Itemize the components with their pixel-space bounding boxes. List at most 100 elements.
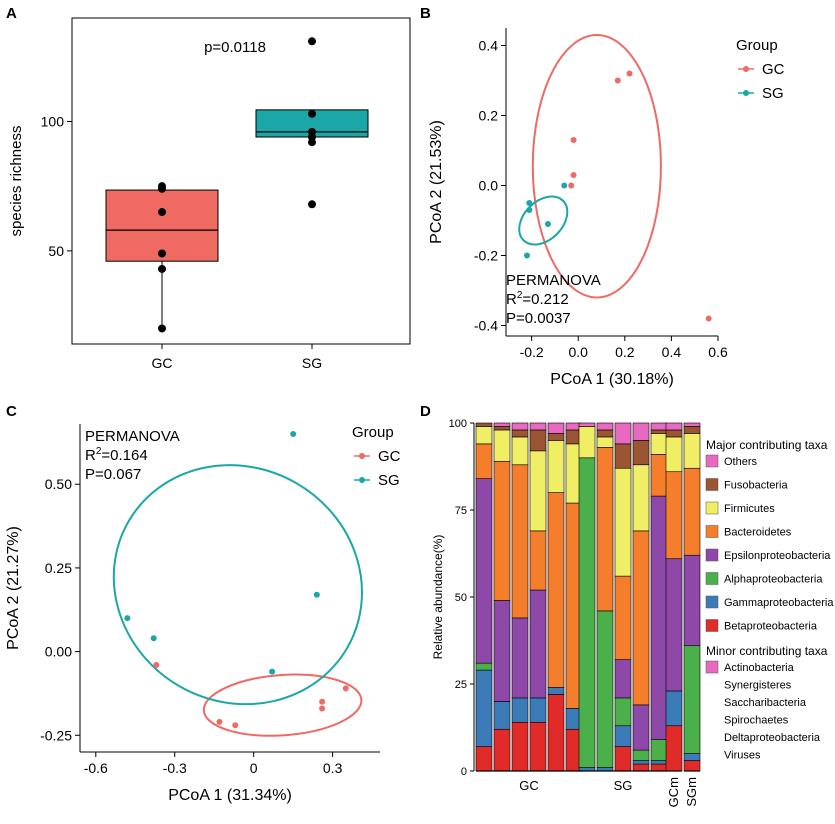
legend-swatch xyxy=(705,548,719,562)
r-squared-prefix: R xyxy=(506,291,517,308)
bar-segment-fusobacteria xyxy=(529,429,547,452)
r-squared-superscript: 2 xyxy=(96,446,102,457)
point-gc xyxy=(319,705,326,712)
bar-segment-gammaproteobacteria xyxy=(665,690,683,727)
legend-label: Alphaproteobacteria xyxy=(724,574,823,586)
y-tick-label: 25 xyxy=(455,679,467,691)
panel-a-frame xyxy=(71,17,411,345)
bar-segment-fusobacteria xyxy=(614,443,632,469)
ellipse-gc xyxy=(531,34,662,299)
r-squared-prefix: R xyxy=(85,447,96,464)
legend-key-dot xyxy=(743,90,749,96)
bar-segment-firmicutes xyxy=(665,436,683,473)
bar-segment-gammaproteobacteria xyxy=(529,697,547,723)
bar-segment-firmicutes xyxy=(529,450,547,532)
legend-label: Fusobacteria xyxy=(724,480,788,492)
bar-segment-bacteroidetes xyxy=(614,575,632,660)
bar-segment-epsilonproteobacteria xyxy=(475,478,493,664)
bar-segment-epsilonproteobacteria xyxy=(650,495,668,740)
y-tick-label: 0.25 xyxy=(45,560,72,576)
bar-segment-fusobacteria xyxy=(475,422,493,427)
bar-segment-fusobacteria xyxy=(493,426,511,431)
bar-segment-betaproteobacteria xyxy=(683,760,701,772)
bar-segment-others xyxy=(683,422,701,427)
point-gc xyxy=(153,661,160,668)
bar-segment-bacteroidetes xyxy=(650,454,668,497)
data-point xyxy=(308,37,316,46)
bar-segment-gammaproteobacteria xyxy=(650,760,668,765)
data-point xyxy=(308,109,316,118)
point-gc xyxy=(319,698,326,705)
legend-swatch xyxy=(705,454,719,468)
r-squared-superscript: 2 xyxy=(517,290,523,301)
legend-label: Others xyxy=(724,456,758,468)
y-tick-label: 0.50 xyxy=(45,476,72,492)
p-value: P=0.0037 xyxy=(506,310,571,327)
bar-segment-firmicutes xyxy=(683,433,701,469)
bar-segment-betaproteobacteria xyxy=(665,725,683,772)
legend-label: Gammaproteobacteria xyxy=(724,597,834,609)
point-gc xyxy=(232,722,239,729)
bar-segment-bacteroidetes xyxy=(683,467,701,556)
panel-c-pcoa: -0.6 -0.3 0 0.3 -0.25 0.00 0.25 0.50 PCoA 1 (31.… xyxy=(5,424,401,804)
group-label-gcm: GCm xyxy=(666,777,681,807)
legend-label: Synergisteres xyxy=(724,680,792,692)
data-point xyxy=(158,182,166,191)
bar-segment-alphaproteobacteria xyxy=(632,749,650,761)
x-tick-label: -0.6 xyxy=(84,760,108,776)
point-gc xyxy=(614,77,621,84)
legend-label-sg: SG xyxy=(762,85,784,102)
x-tick-label: 0.3 xyxy=(323,760,343,776)
y-tick-label: 100 xyxy=(41,113,65,129)
bar-segment-alphaproteobacteria xyxy=(650,739,668,761)
point-sg xyxy=(313,591,320,598)
point-gc xyxy=(342,685,349,692)
x-tick-label: SG xyxy=(302,355,322,371)
panel-label-a: A xyxy=(6,5,17,22)
permanova-title: PERMANOVA xyxy=(506,272,601,289)
y-axis-label: PCoA 2 (21.27%) xyxy=(5,526,22,650)
bar-segment-epsilonproteobacteria xyxy=(493,600,511,702)
y-tick-label: 0.00 xyxy=(45,644,72,660)
group-label-sgm: SGm xyxy=(684,777,699,807)
y-tick-label: 50 xyxy=(455,592,467,604)
bar-segment-fusobacteria xyxy=(632,440,650,466)
bar-segment-firmicutes xyxy=(650,433,668,455)
bar-segment-bacteroidetes xyxy=(632,530,650,706)
bar-segment-firmicutes xyxy=(511,436,529,466)
bar-segment-epsilonproteobacteria xyxy=(665,558,683,692)
bar-segment-gammaproteobacteria xyxy=(683,753,701,761)
panel-b-pcoa: -0.2 0.0 0.2 0.4 0.6 -0.4 -0.2 0.0 0.2 0.4 PCoA 1 … xyxy=(428,28,785,388)
x-tick-label: 0 xyxy=(250,760,258,776)
ellipse-sg xyxy=(518,195,569,246)
bar-segment-betaproteobacteria xyxy=(493,728,511,772)
legend-label-gc: GC xyxy=(762,61,785,78)
y-axis-label: species richness xyxy=(8,126,25,237)
bar-segment-others xyxy=(596,422,614,431)
legend-label-gc: GC xyxy=(378,448,401,465)
bar-segment-fusobacteria xyxy=(511,429,529,438)
legend-label: Betaproteobacteria xyxy=(724,621,818,633)
legend-swatch xyxy=(705,501,719,515)
x-tick-label: 0.4 xyxy=(662,344,682,360)
r-squared-value: =0.212 xyxy=(522,291,568,308)
legend-swatch xyxy=(705,478,719,491)
bar-segment-alphaproteobacteria xyxy=(475,662,493,671)
panel-label-b: B xyxy=(420,5,431,22)
bar-segment-alphaproteobacteria xyxy=(614,697,632,727)
bar-segment-others xyxy=(665,422,683,431)
y-tick-label: -0.4 xyxy=(474,318,498,334)
legend-major-title: Major contributing taxa xyxy=(706,438,828,452)
bar-segment-epsilonproteobacteria xyxy=(511,617,529,699)
y-tick-label: 100 xyxy=(449,418,467,430)
point-gc xyxy=(570,172,577,178)
bar-segment-firmicutes xyxy=(475,426,493,445)
y-tick-label: 75 xyxy=(455,505,467,517)
x-tick-label: 0.2 xyxy=(615,344,635,360)
legend-swatch xyxy=(705,572,719,585)
bar-segment-epsilonproteobacteria xyxy=(683,554,701,647)
point-sg xyxy=(150,635,157,642)
legend-swatch xyxy=(705,660,719,674)
x-axis-label: PCoA 1 (31.34%) xyxy=(168,787,292,804)
legend-swatch xyxy=(705,619,719,632)
